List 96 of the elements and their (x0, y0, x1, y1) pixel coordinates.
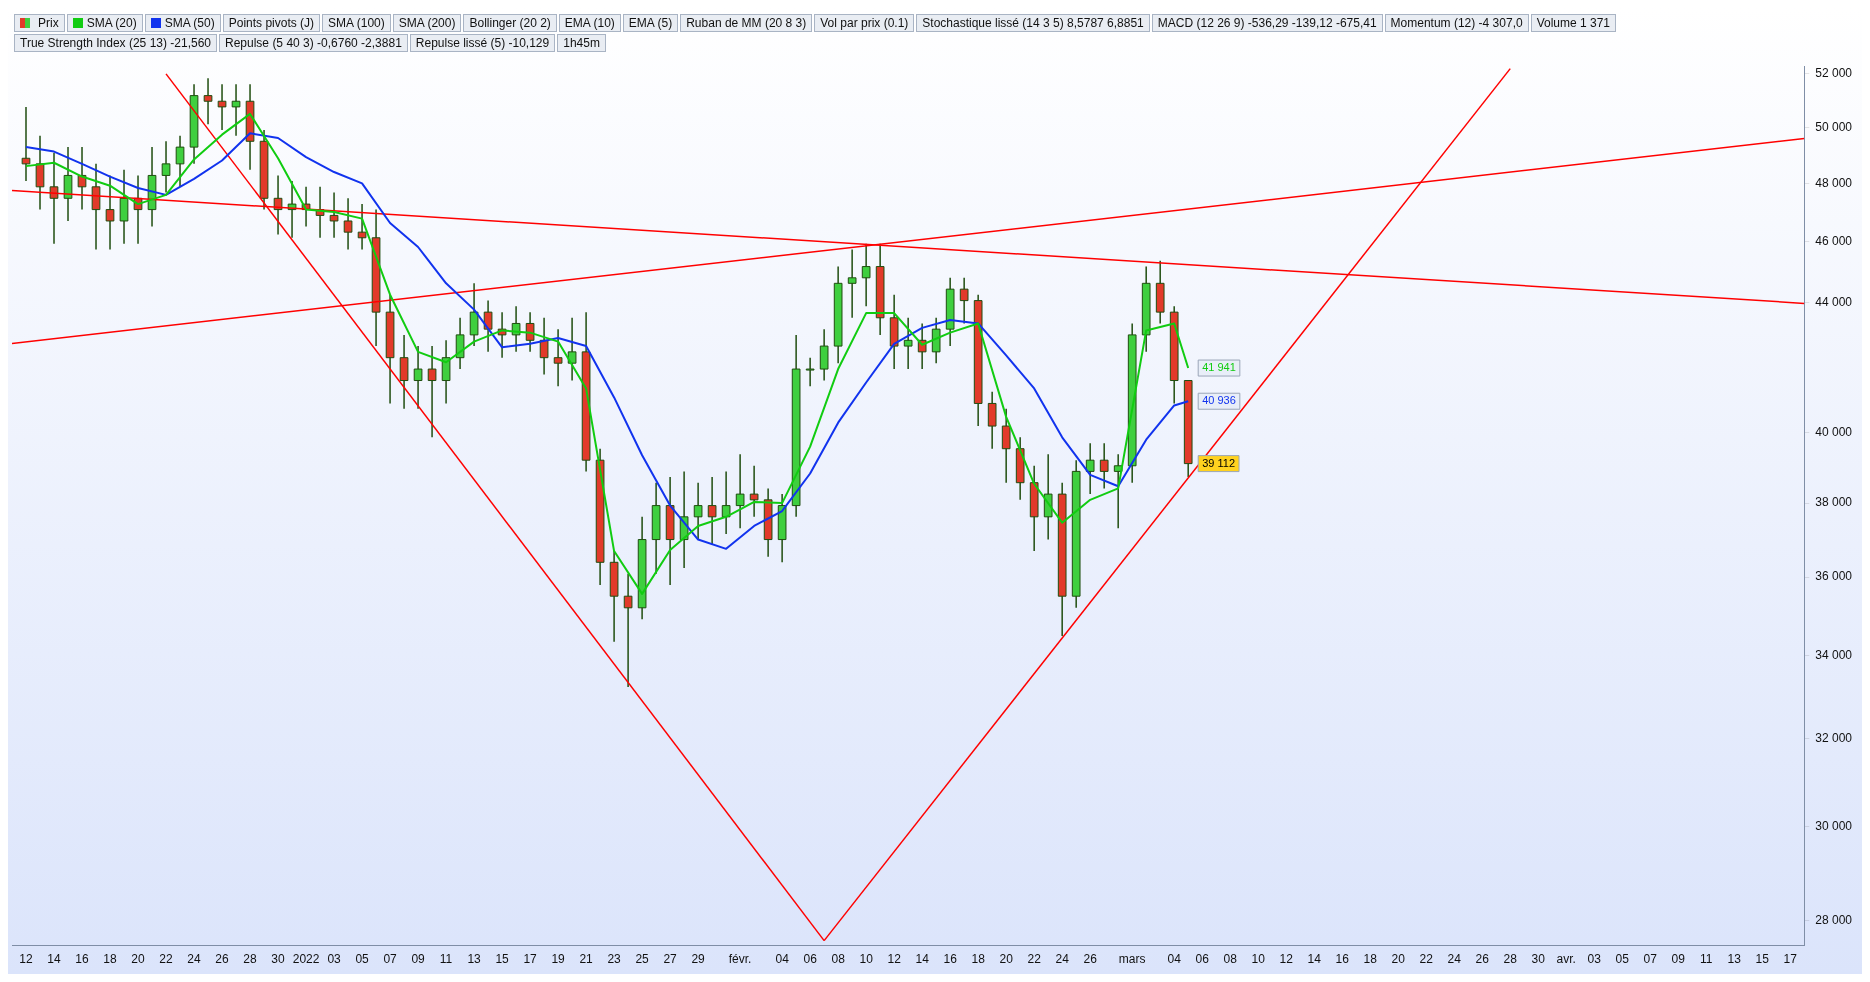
y-tick-label: 50 000 (1815, 119, 1853, 134)
x-tick-label: 22 (159, 952, 174, 967)
text: EMA (5) (622, 14, 679, 32)
x-tick-label: 27 (663, 952, 678, 967)
x-tick-label: 24 (187, 952, 202, 967)
x-tick-label: 10 (859, 952, 874, 967)
y-tick-label: 44 000 (1815, 294, 1853, 309)
x-tick-label: 09 (1671, 952, 1686, 967)
text: Repulse (5 40 3) -0,6760 -2,3881 (219, 34, 408, 52)
x-tick-label: 28 (243, 952, 258, 967)
x-tick-label: 17 (523, 952, 538, 967)
x-tick-label: 14 (915, 952, 930, 967)
x-tick-label: 03 (327, 952, 342, 967)
text: Points pivots (J) (222, 14, 321, 32)
text: Repulse lissé (5) -10,129 (409, 34, 556, 52)
x-tick-label: 11 (1700, 952, 1713, 967)
x-tick-label: 15 (495, 952, 510, 967)
text: Bollinger (20 2) (463, 14, 557, 32)
x-tick-label: 08 (1223, 952, 1238, 967)
text: 1h45m (557, 34, 606, 52)
x-tick-label: 30 (1531, 952, 1546, 967)
text: Vol par prix (0.1) (814, 14, 915, 32)
y-tick-label: 34 000 (1815, 647, 1853, 662)
x-tick-label: 19 (551, 952, 566, 967)
x-tick-label: 23 (607, 952, 622, 967)
text: Momentum (12) -4 307,0 (1384, 14, 1529, 32)
x-tick-label: 29 (691, 952, 706, 967)
x-tick-label: 21 (579, 952, 594, 967)
x-tick-label: 08 (831, 952, 846, 967)
x-tick-label: 20 (131, 952, 146, 967)
text: EMA (10) (558, 14, 621, 32)
legend-label: SMA (50) (164, 16, 215, 30)
x-tick-label: 22 (1027, 952, 1042, 967)
text: Stochastique lissé (14 3 5) 8,5787 6,8851 (916, 14, 1150, 32)
x-tick-label: 04 (775, 952, 790, 967)
x-tick-label: 06 (1195, 952, 1210, 967)
x-tick-label: 16 (943, 952, 958, 967)
x-tick-label: 18 (103, 952, 118, 967)
x-tick-label: 20 (999, 952, 1014, 967)
x-tick-label: 12 (1279, 952, 1294, 967)
x-tick-label: 26 (215, 952, 230, 967)
y-tick-label: 38 000 (1815, 495, 1853, 510)
x-tick-label: 07 (383, 952, 398, 967)
x-tick-label: 17 (1783, 952, 1798, 967)
x-tick-label: 26 (1083, 952, 1098, 967)
x-tick-label: 09 (411, 952, 426, 967)
annotation: 40 936 (1202, 394, 1236, 407)
x-tick-label: 2022 (292, 952, 320, 967)
x-tick-label: 13 (467, 952, 482, 967)
x-tick-label: 16 (75, 952, 90, 967)
x-tick-label: 05 (1615, 952, 1630, 967)
x-tick-label: 15 (1755, 952, 1770, 967)
x-tick-label: 28 (1503, 952, 1518, 967)
x-tick-label: 12 (887, 952, 902, 967)
x-tick-label: 05 (355, 952, 370, 967)
x-tick-label: 18 (971, 952, 986, 967)
x-tick-label: 10 (1251, 952, 1266, 967)
text: Ruban de MM (20 8 3) (680, 14, 813, 32)
x-tick-label: 03 (1587, 952, 1602, 967)
x-tick-label: 26 (1475, 952, 1490, 967)
y-tick-label: 36 000 (1815, 569, 1853, 584)
x-tick-label: 07 (1643, 952, 1658, 967)
text: Volume 1 371 (1530, 14, 1617, 32)
x-tick-label: 13 (1727, 952, 1742, 967)
x-tick-label: 30 (271, 952, 286, 967)
x-tick-label: 16 (1335, 952, 1350, 967)
legend-label: SMA (20) (86, 16, 137, 30)
text: MACD (12 26 9) -536,29 -139,12 -675,41 (1151, 14, 1383, 32)
x-tick-label: févr. (728, 952, 752, 967)
x-tick-label: 25 (635, 952, 650, 967)
x-tick-label: mars (1118, 952, 1146, 967)
legend-label: Prix (38, 16, 59, 30)
x-tick-label: 04 (1167, 952, 1182, 967)
x-tick-label: 18 (1363, 952, 1378, 967)
x-tick-label: 20 (1391, 952, 1406, 967)
y-tick-label: 46 000 (1815, 233, 1853, 248)
annotation: 41 941 (1202, 361, 1236, 374)
x-tick-label: 06 (803, 952, 818, 967)
y-tick-label: 48 000 (1815, 175, 1853, 190)
y-tick-label: 32 000 (1815, 730, 1853, 745)
text: SMA (100) (322, 14, 391, 32)
x-tick-label: 24 (1447, 952, 1462, 967)
annotation: 39 112 (1202, 456, 1236, 469)
y-tick-label: 28 000 (1815, 913, 1853, 928)
x-tick-label: 14 (47, 952, 61, 967)
x-tick-label: 12 (19, 952, 33, 967)
x-tick-label: avr. (1556, 952, 1576, 967)
y-tick-label: 30 000 (1815, 818, 1853, 833)
x-tick-label: 22 (1419, 952, 1434, 967)
x-tick-label: 14 (1307, 952, 1322, 967)
x-tick-label: 11 (439, 952, 453, 967)
text: SMA (200) (392, 14, 462, 32)
x-tick-label: 24 (1055, 952, 1070, 967)
text: True Strength Index (25 13) -21,560 (14, 34, 218, 52)
y-tick-label: 40 000 (1815, 425, 1853, 440)
y-tick-label: 52 000 (1815, 66, 1853, 81)
